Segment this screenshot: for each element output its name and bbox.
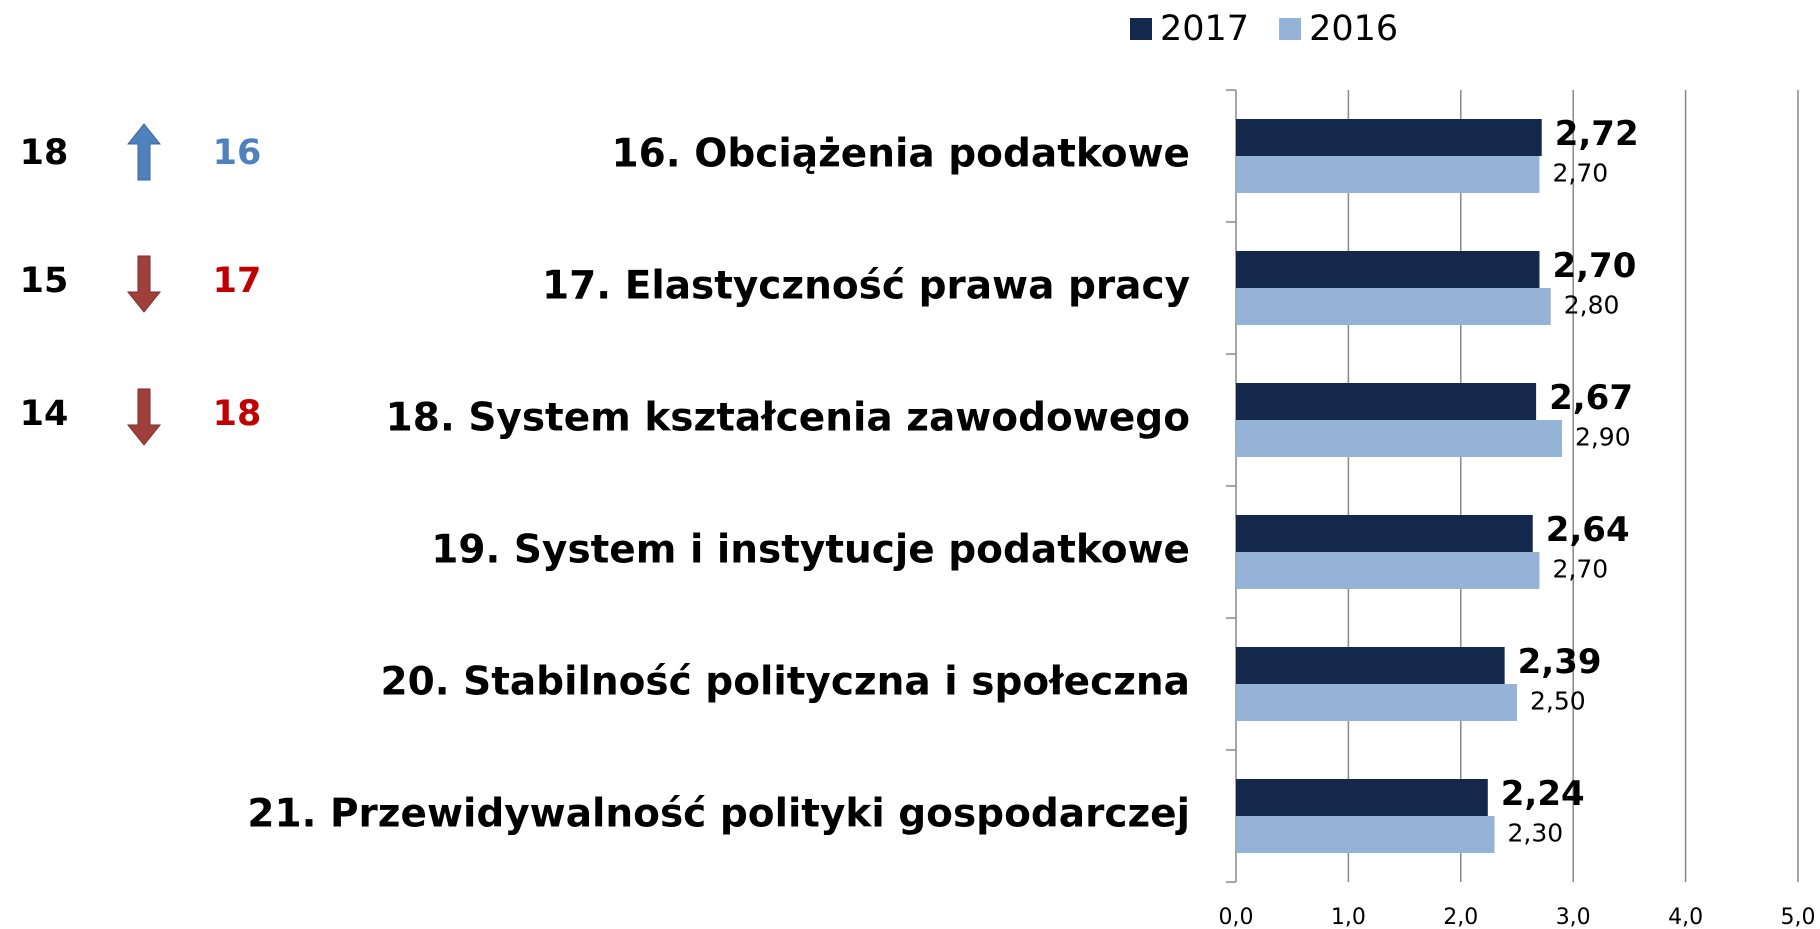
value-label: 2,70 [1552, 246, 1636, 286]
x-tick-label: 1,0 [1331, 905, 1366, 929]
x-tick-label: 3,0 [1556, 905, 1591, 929]
value-label: 2,67 [1549, 378, 1633, 418]
value-label: 2,50 [1530, 687, 1586, 716]
value-label: 2,72 [1555, 114, 1639, 154]
value-label: 2,80 [1564, 291, 1620, 320]
previous-rank: 15 [20, 261, 69, 301]
category-label: 20. Stabilność polityczna i społeczna [380, 660, 1190, 705]
bar [1236, 251, 1540, 288]
category-label: 17. Elastyczność prawa pracy [542, 264, 1190, 309]
x-tick-label: 2,0 [1443, 905, 1478, 929]
value-label: 2,39 [1518, 642, 1602, 682]
previous-rank: 14 [20, 394, 69, 434]
value-label: 2,24 [1501, 774, 1585, 814]
rank-arrow [126, 255, 162, 313]
bar [1236, 288, 1551, 325]
bar [1236, 515, 1533, 552]
bar [1236, 816, 1495, 853]
previous-rank: 18 [20, 133, 69, 173]
bar [1236, 552, 1540, 589]
rank-arrow [126, 123, 162, 181]
bar [1236, 684, 1517, 721]
value-label: 2,30 [1508, 819, 1564, 848]
category-label: 18. System kształcenia zawodowego [386, 396, 1190, 441]
value-label: 2,90 [1575, 423, 1631, 452]
current-rank: 16 [213, 133, 262, 173]
current-rank: 18 [213, 394, 262, 434]
bar [1236, 779, 1488, 816]
legend-swatch [1130, 18, 1152, 40]
value-label: 2,64 [1546, 510, 1630, 550]
current-rank: 17 [213, 261, 262, 301]
legend-swatch [1279, 18, 1302, 40]
value-label: 2,70 [1552, 159, 1608, 188]
x-tick-label: 5,0 [1781, 905, 1816, 929]
bar [1236, 383, 1537, 420]
x-tick-label: 4,0 [1668, 905, 1703, 929]
legend-label: 2017 [1160, 9, 1249, 49]
bar [1236, 156, 1540, 193]
rank-arrow [126, 388, 162, 446]
bar [1236, 420, 1562, 457]
bar [1236, 647, 1505, 684]
category-label: 16. Obciążenia podatkowe [612, 132, 1190, 177]
category-label: 19. System i instytucje podatkowe [431, 528, 1190, 573]
value-label: 2,70 [1552, 555, 1608, 584]
category-label: 21. Przewidywalność polityki gospodarcze… [247, 792, 1190, 837]
x-tick-label: 0,0 [1219, 905, 1254, 929]
legend-label: 2016 [1309, 9, 1398, 49]
bar [1236, 119, 1542, 156]
